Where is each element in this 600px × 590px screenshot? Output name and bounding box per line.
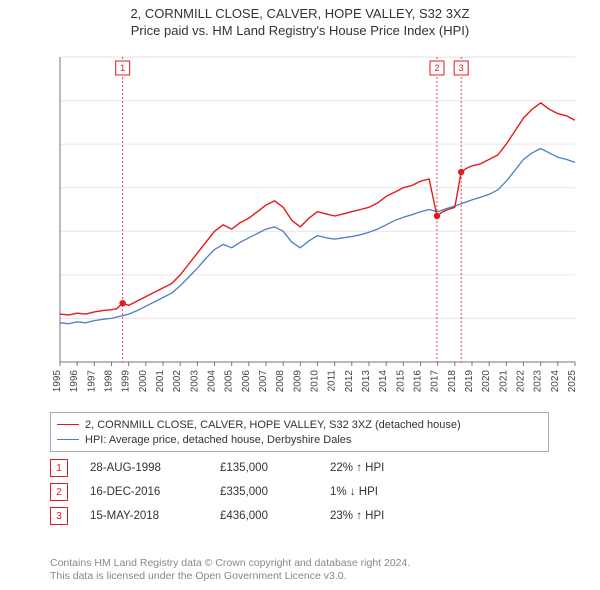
svg-text:2009: 2009 [292, 370, 303, 393]
transaction-index-badge: 1 [50, 459, 68, 477]
svg-text:2018: 2018 [447, 370, 458, 393]
footer-line-2: This data is licensed under the Open Gov… [50, 570, 410, 584]
svg-text:2005: 2005 [224, 370, 235, 393]
svg-text:2000: 2000 [138, 370, 149, 393]
svg-text:2017: 2017 [430, 370, 441, 393]
transactions-table: 1 28-AUG-1998 £135,000 22% ↑ HPI 2 16-DE… [50, 456, 440, 528]
svg-text:2021: 2021 [498, 370, 509, 393]
transaction-price: £135,000 [220, 462, 330, 474]
legend-label: 2, CORNMILL CLOSE, CALVER, HOPE VALLEY, … [85, 419, 461, 431]
svg-text:2001: 2001 [155, 370, 166, 393]
svg-text:1999: 1999 [121, 370, 132, 393]
svg-text:2014: 2014 [378, 370, 389, 393]
svg-text:2023: 2023 [533, 370, 544, 393]
svg-text:1997: 1997 [86, 370, 97, 393]
svg-text:2006: 2006 [241, 370, 252, 393]
svg-text:2012: 2012 [344, 370, 355, 393]
legend-swatch [57, 424, 79, 425]
chart-title-block: 2, CORNMILL CLOSE, CALVER, HOPE VALLEY, … [0, 0, 600, 38]
svg-text:1996: 1996 [69, 370, 80, 393]
svg-text:2015: 2015 [395, 370, 406, 393]
svg-text:2011: 2011 [327, 370, 338, 392]
svg-text:2024: 2024 [550, 370, 561, 393]
svg-text:2002: 2002 [172, 370, 183, 393]
transaction-index-badge: 2 [50, 483, 68, 501]
title-line-1: 2, CORNMILL CLOSE, CALVER, HOPE VALLEY, … [0, 6, 600, 21]
table-row: 3 15-MAY-2018 £436,000 23% ↑ HPI [50, 504, 440, 528]
svg-text:2003: 2003 [189, 370, 200, 393]
svg-text:2007: 2007 [258, 370, 269, 393]
transaction-price: £335,000 [220, 486, 330, 498]
transaction-index-badge: 3 [50, 507, 68, 525]
table-row: 1 28-AUG-1998 £135,000 22% ↑ HPI [50, 456, 440, 480]
svg-text:1998: 1998 [104, 370, 115, 393]
svg-text:1995: 1995 [52, 370, 63, 393]
svg-text:2022: 2022 [516, 370, 527, 393]
svg-text:2016: 2016 [413, 370, 424, 393]
legend-item: 2, CORNMILL CLOSE, CALVER, HOPE VALLEY, … [57, 417, 542, 432]
price-chart: £0£100K£200K£300K£400K£500K£600K£700K199… [50, 52, 580, 402]
svg-text:2013: 2013 [361, 370, 372, 393]
svg-text:3: 3 [459, 63, 464, 73]
svg-text:2008: 2008 [275, 370, 286, 393]
footer-line-1: Contains HM Land Registry data © Crown c… [50, 557, 410, 571]
svg-text:2004: 2004 [207, 370, 218, 393]
attribution-footer: Contains HM Land Registry data © Crown c… [50, 557, 410, 584]
legend: 2, CORNMILL CLOSE, CALVER, HOPE VALLEY, … [50, 412, 549, 452]
transaction-hpi: 22% ↑ HPI [330, 462, 440, 474]
legend-label: HPI: Average price, detached house, Derb… [85, 434, 351, 446]
svg-text:2025: 2025 [567, 370, 578, 393]
transaction-hpi: 23% ↑ HPI [330, 510, 440, 522]
table-row: 2 16-DEC-2016 £335,000 1% ↓ HPI [50, 480, 440, 504]
transaction-date: 28-AUG-1998 [90, 462, 220, 474]
legend-swatch [57, 439, 79, 440]
svg-text:2: 2 [434, 63, 439, 73]
transaction-date: 15-MAY-2018 [90, 510, 220, 522]
legend-item: HPI: Average price, detached house, Derb… [57, 432, 542, 447]
transaction-hpi: 1% ↓ HPI [330, 486, 440, 498]
transaction-price: £436,000 [220, 510, 330, 522]
title-line-2: Price paid vs. HM Land Registry's House … [0, 23, 600, 38]
svg-text:1: 1 [120, 63, 125, 73]
transaction-date: 16-DEC-2016 [90, 486, 220, 498]
svg-text:2020: 2020 [481, 370, 492, 393]
svg-text:2010: 2010 [310, 370, 321, 393]
svg-text:2019: 2019 [464, 370, 475, 393]
